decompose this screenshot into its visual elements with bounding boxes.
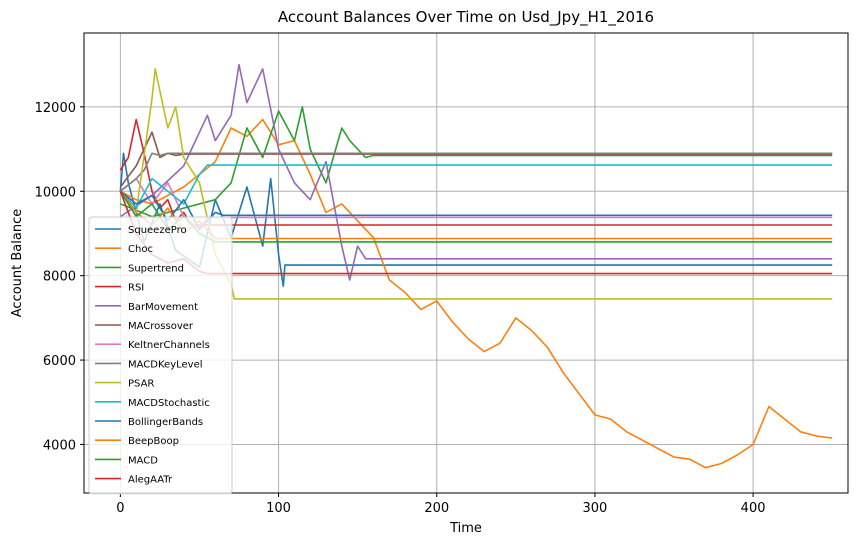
x-axis-label: Time xyxy=(449,521,482,536)
legend-label: AlegAATr xyxy=(128,475,173,486)
series-line-supertrend xyxy=(120,106,833,218)
x-tick-label: 0 xyxy=(116,501,124,516)
series-line-macdkeylevel xyxy=(119,152,833,192)
legend-label: Choc xyxy=(128,244,153,255)
y-tick-label: 12000 xyxy=(35,101,76,116)
y-tick-label: 10000 xyxy=(35,185,76,200)
legend-label: MACD xyxy=(128,455,158,466)
legend-label: MACDKeyLevel xyxy=(128,359,203,370)
series-line-macrossover xyxy=(119,131,833,188)
legend-label: MACrossover xyxy=(128,321,194,332)
legend-label: BollingerBands xyxy=(128,417,203,428)
chart-title: Account Balances Over Time on Usd_Jpy_H1… xyxy=(278,8,654,27)
y-tick-label: 8000 xyxy=(43,270,76,285)
legend-label: BeepBoop xyxy=(128,436,179,447)
legend-label: Supertrend xyxy=(128,263,184,274)
series-line-choc xyxy=(120,118,833,469)
legend: SqueezePro Choc Supertrend RSI BarMovement MA… xyxy=(88,216,233,495)
series-line-bollingerbands xyxy=(119,190,833,230)
legend-label: RSI xyxy=(128,283,144,294)
legend-box xyxy=(88,216,233,495)
y-axis-label: Account Balance xyxy=(10,209,25,317)
x-tick-label: 300 xyxy=(583,501,608,516)
x-tick-label: 400 xyxy=(741,501,766,516)
legend-label: SqueezePro xyxy=(128,225,187,236)
y-tick-label: 6000 xyxy=(43,354,76,369)
plot-frame xyxy=(83,32,849,494)
x-tick-label: 100 xyxy=(266,501,291,516)
y-tick-label: 4000 xyxy=(43,438,76,453)
legend-label: KeltnerChannels xyxy=(128,340,210,351)
series-line-barmovement xyxy=(119,63,833,281)
legend-label: BarMovement xyxy=(128,302,198,313)
legend-label: PSAR xyxy=(128,379,154,390)
legend-label: MACDStochastic xyxy=(128,398,210,409)
axis-ticks: 0 100 200 300 400 4000 6000 8000 10000 12000 xyxy=(35,101,766,516)
x-tick-label: 200 xyxy=(424,501,449,516)
